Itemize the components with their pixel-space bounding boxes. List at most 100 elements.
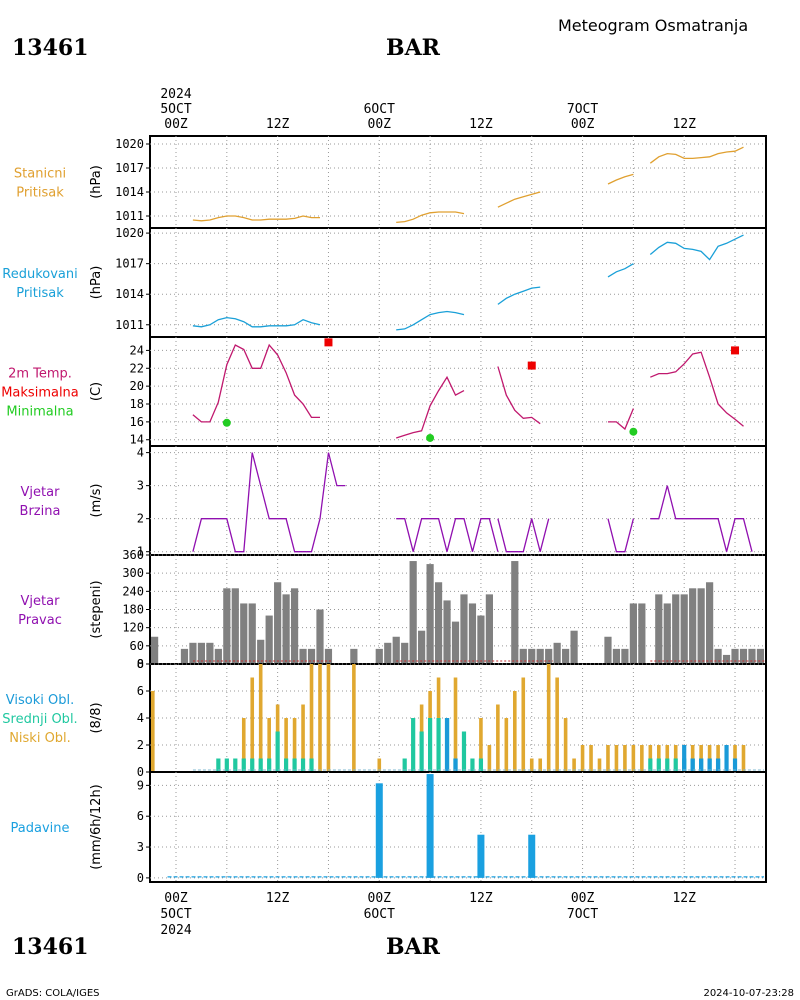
panel-title-line: Srednji Obl. [2,712,77,727]
cloud-bar [292,718,297,772]
unit-label: (C) [89,382,104,401]
series-line [497,366,541,425]
direction-bar [519,648,527,664]
direction-bar [151,636,159,664]
product-title: Meteogram Osmatranja [558,16,748,35]
cloud-bar [538,758,543,772]
cloud-bar [589,745,593,772]
time-label-bottom: 7OCT [567,907,598,922]
panel-reduced_pressure: 1011 1014 1017 1020 (hPa) Redukovani Pritisak [2,226,767,338]
direction-bar [477,615,485,664]
cloud-bar [301,704,305,772]
time-label-bottom: 12Z [266,891,290,906]
cloud-bar [241,758,246,772]
y-tick-label: 6 [137,809,144,823]
cloud-bar [631,745,636,772]
cloud-bar [444,718,450,772]
direction-bar [197,642,206,664]
direction-bar [722,654,731,664]
y-tick-label: 1017 [115,161,144,175]
direction-bar [545,648,553,664]
direction-bar [223,588,231,664]
cloud-bar [267,718,271,772]
cloud-bar [275,731,280,772]
time-label-bottom: 12Z [672,891,696,906]
direction-bar [739,648,748,664]
direction-bar [604,636,612,664]
direction-bar [409,561,417,664]
direction-bar [324,648,333,664]
cloud-bar [284,758,289,772]
y-tick-label: 0 [137,765,144,779]
precip-bar [528,834,536,878]
panel-station_pressure: 1011 1014 1017 1020 (hPa) Stanicni Pritisak [14,135,767,229]
direction-bar [248,603,256,664]
y-tick-label: 16 [130,415,144,429]
time-label-bottom: 00Z [164,891,188,906]
y-tick-label: 1011 [115,209,144,223]
cloud-bar [504,718,509,772]
direction-bar [290,588,299,664]
series-line [608,408,635,431]
cloud-bar [470,758,475,772]
panels: 1011101410171020(hPa)StanicniPritisak101… [1,135,767,885]
direction-bar [511,561,519,664]
cloud-bar [597,758,602,772]
cloud-bar [673,758,678,772]
panel-title-line: Pritisak [16,186,64,201]
unit-label: (stepeni) [89,580,104,638]
panel-title-line: 2m Temp. [8,367,72,382]
direction-bar [265,615,273,664]
cloud-bar [682,745,687,772]
y-tick-label: 1017 [115,257,144,271]
tmin-marker [222,418,231,427]
time-label-top: 6OCT [364,102,395,117]
series-line [649,234,744,261]
panel-title-line: Pritisak [16,286,64,301]
direction-bar [562,648,570,664]
precip-bar [375,783,383,878]
cloud-bar [656,758,661,772]
y-tick-label: 2 [137,512,144,526]
time-label-bottom: 5OCT [160,907,191,922]
direction-bar [706,582,714,664]
time-label-top: 2024 [160,87,191,102]
y-tick-label: 6 [137,684,144,698]
panel-title-line: Maksimalna [1,386,79,401]
direction-bar [731,648,739,664]
direction-bar [350,648,358,664]
unit-label: (hPa) [89,266,104,300]
direction-bar [621,648,629,664]
time-label-top: 12Z [672,117,696,132]
cloud-bar [699,758,704,772]
unit-label: (8/8) [89,702,104,733]
direction-bar [401,642,409,664]
y-tick-label: 20 [130,379,144,393]
direction-bar [748,648,756,664]
series-line [607,173,634,185]
series-line [497,286,541,305]
series-line [497,518,550,553]
direction-bar [655,594,663,664]
y-tick-label: 9 [137,778,144,792]
station-id-top: 13461 [12,35,89,61]
series-line [192,215,320,222]
direction-bar [553,642,561,664]
cloud-bar [309,664,314,772]
cloud-bar [250,677,255,772]
direction-bar [282,594,290,664]
panel-title-line: Stanicni [14,167,66,182]
direction-bar [638,603,646,664]
time-label-top: 12Z [266,117,290,132]
issue-timestamp: 2024-10-07-23:28 [703,988,794,999]
y-tick-label: 240 [122,584,144,598]
y-tick-label: 1014 [115,185,144,199]
panel-frame [149,445,767,556]
cloud-bar [284,718,288,772]
cloud-bar [496,704,500,772]
cloud-bar [521,677,526,772]
direction-bar [663,603,671,664]
cloud-bar [267,758,272,772]
direction-bar [392,636,400,664]
cloud-bar [572,758,576,772]
